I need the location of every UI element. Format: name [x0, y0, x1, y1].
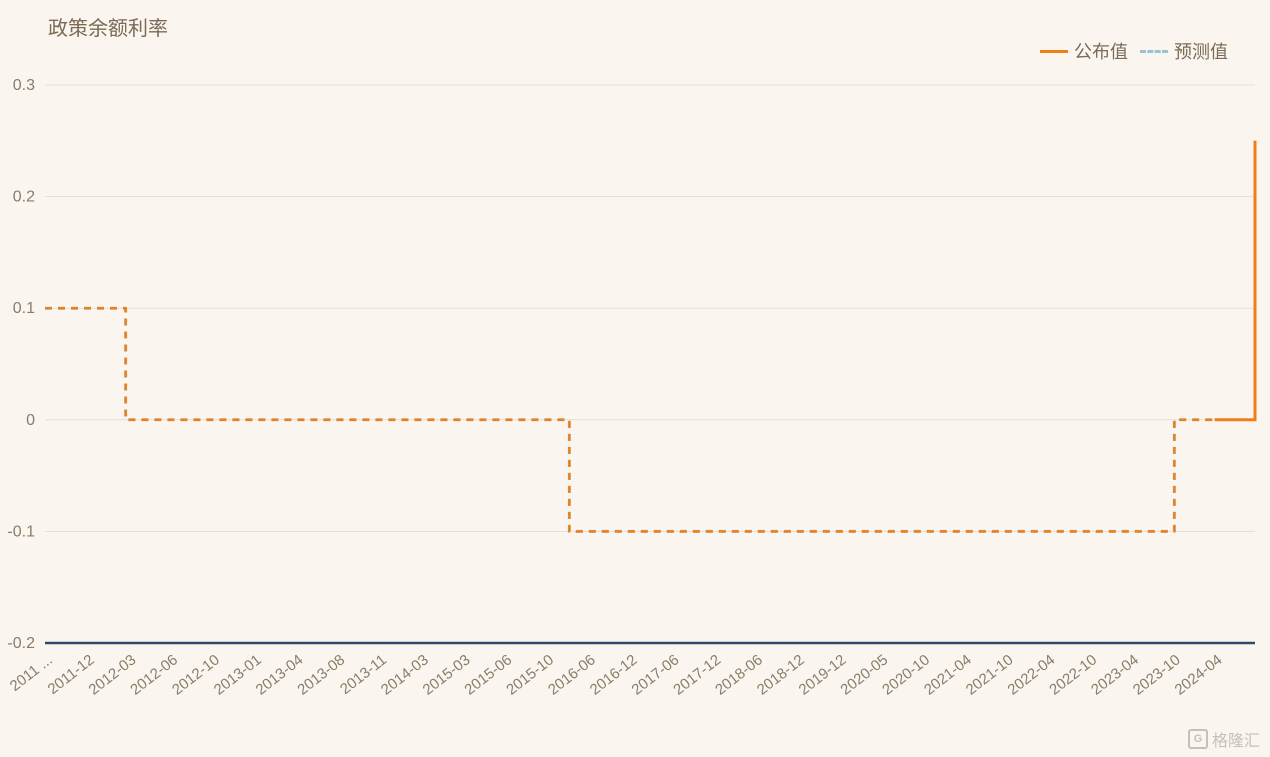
watermark: G 格隆汇: [1188, 727, 1260, 751]
series-公布值-spike: [1215, 141, 1255, 420]
chart-legend: 公布值 预测值: [1040, 38, 1228, 64]
ytick-label: 0.2: [13, 189, 35, 206]
chart-title: 政策余额利率: [48, 12, 168, 41]
series-公布值: [45, 141, 1255, 532]
legend-label-actual: 公布值: [1074, 38, 1128, 64]
watermark-text: 格隆汇: [1212, 727, 1260, 751]
ytick-label: -0.2: [7, 635, 35, 652]
xtick-label: 2013-08: [294, 651, 348, 698]
xtick-label: 2024-04: [1172, 651, 1226, 698]
legend-swatch-actual: [1040, 50, 1068, 53]
ytick-label: 0: [26, 412, 35, 429]
chart-svg: -0.2-0.100.10.20.32011 ...2011-122012-03…: [0, 0, 1270, 757]
ytick-label: -0.1: [7, 523, 35, 540]
legend-swatch-forecast: [1140, 50, 1168, 53]
watermark-icon: G: [1188, 729, 1208, 749]
ytick-label: 0.1: [13, 300, 35, 317]
ytick-label: 0.3: [13, 77, 35, 94]
legend-label-forecast: 预测值: [1174, 38, 1228, 64]
chart-container: 政策余额利率 公布值 预测值 -0.2-0.100.10.20.32011 ..…: [0, 0, 1270, 757]
